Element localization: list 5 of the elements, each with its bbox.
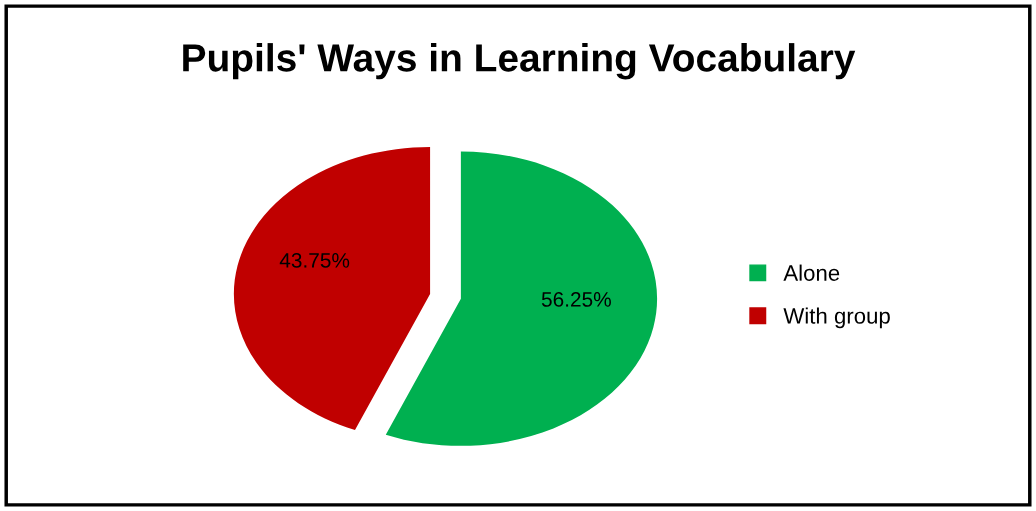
data-label: 43.75%	[279, 252, 350, 268]
data-label: 56.25%	[541, 292, 611, 307]
legend-label: Alone	[783, 264, 840, 281]
chart-title: Pupils' Ways in Learning Vocabulary	[183, 43, 856, 80]
legend-label: With group	[783, 307, 890, 329]
